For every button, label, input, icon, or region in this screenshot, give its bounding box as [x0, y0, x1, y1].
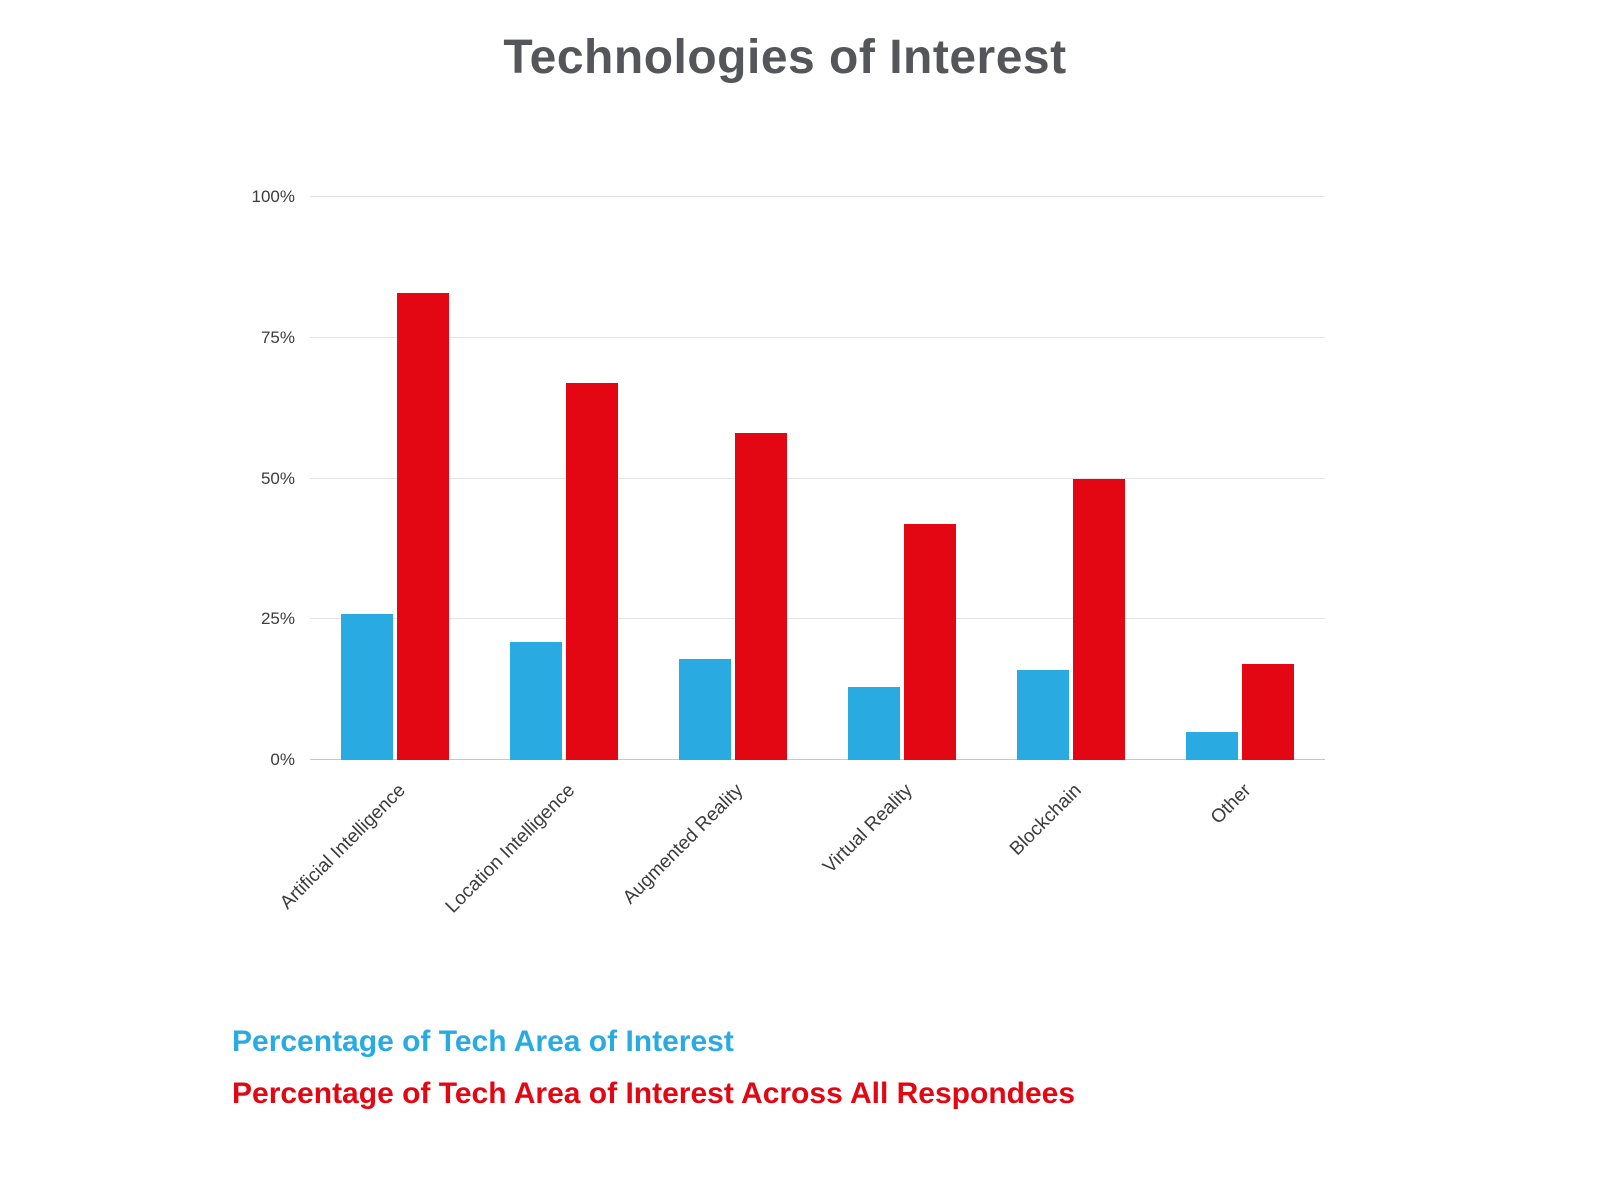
bar-group	[1156, 197, 1325, 760]
x-category-label: Artificial Intelligence	[275, 780, 410, 914]
bar-group	[310, 197, 479, 760]
bar-series1	[340, 613, 393, 760]
gridline-25	[310, 618, 1325, 620]
chart-title: Technologies of Interest	[503, 31, 1067, 84]
bar-series2	[1073, 478, 1126, 760]
x-axis-category-labels: Artificial Intelligence Location Intellig…	[276, 760, 1325, 960]
bar-groups	[310, 197, 1325, 760]
legend: Percentage of Tech Area of Interest Perc…	[232, 1016, 1075, 1120]
x-category-label: Blockchain	[1006, 780, 1087, 860]
y-tick-label: 0%	[270, 750, 295, 769]
bar-group	[987, 197, 1156, 760]
bar-series2	[565, 382, 618, 760]
gridline-0	[310, 759, 1325, 760]
y-tick-label: 100%	[251, 187, 295, 206]
bar-series2	[734, 433, 787, 760]
bar-series2	[904, 523, 957, 760]
bar-group	[648, 197, 817, 760]
bar-series1	[1186, 731, 1239, 760]
bar-chart-plot-area: 0% 25% 50% 75% 100% Artificial Intelligence L…	[252, 187, 1325, 917]
bar-series2	[396, 292, 449, 760]
bar-series1	[509, 641, 562, 760]
gridline-50	[310, 477, 1325, 479]
bar-series2	[1242, 664, 1295, 760]
gridline-75	[310, 336, 1325, 338]
bar-series1	[848, 686, 901, 760]
bar-series1	[1017, 669, 1070, 760]
y-tick-label: 25%	[260, 609, 295, 629]
legend-item-series2: Percentage of Tech Area of Interest Acro…	[232, 1077, 1076, 1110]
x-category-label: Augmented Reality	[619, 780, 748, 909]
x-category-label: Virtual Reality	[819, 780, 917, 878]
bar-series1	[678, 658, 731, 760]
y-tick-label: 50%	[260, 468, 295, 488]
bar-group	[818, 197, 987, 760]
bar-group	[479, 197, 648, 760]
gridline-100	[310, 196, 1325, 197]
y-tick-label: 75%	[260, 327, 295, 347]
legend-item-series1: Percentage of Tech Area of Interest	[232, 1025, 734, 1058]
x-category-label: Other	[1206, 780, 1256, 829]
x-category-label: Location Intelligence	[441, 780, 579, 918]
